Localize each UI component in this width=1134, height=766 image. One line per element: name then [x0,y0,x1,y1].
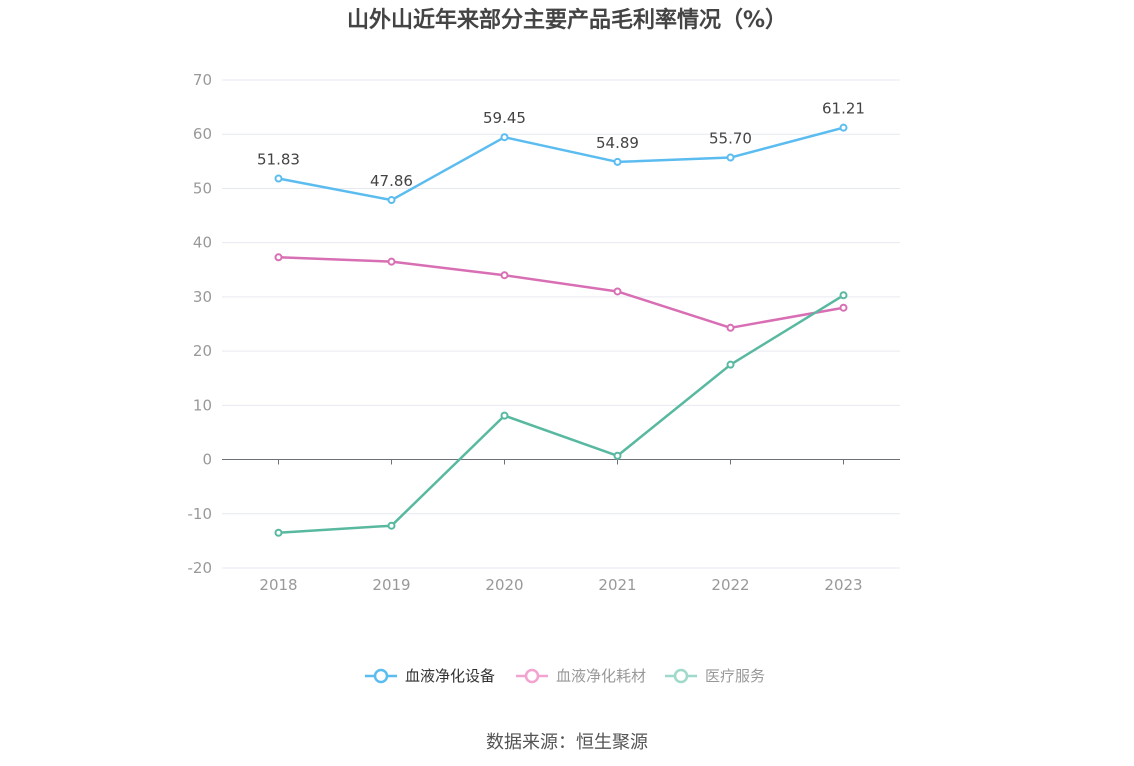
y-tick-label: -20 [188,559,213,577]
legend-label: 血液净化耗材 [556,667,646,685]
data-point[interactable] [726,360,735,369]
series-line-2 [278,256,844,330]
data-point[interactable] [500,133,509,142]
axes: -20 -10 0 10 20 30 40 50 60 70 2018 2019 2020 2021 202… [188,71,900,594]
data-point[interactable] [613,287,622,296]
data-point[interactable] [726,153,735,162]
x-tick-label: 2022 [711,576,749,594]
data-label: 55.70 [709,130,752,148]
y-tick-label: 50 [193,179,212,197]
legend-item-3[interactable]: 医疗服务 [665,667,765,685]
y-tick-label: 10 [193,396,212,414]
data-labels: 51.83 47.86 59.45 54.89 55.70 61.21 [257,100,865,190]
legend-label: 血液净化设备 [405,667,495,685]
data-point[interactable] [500,411,509,420]
series-line-3 [278,294,845,535]
data-label: 51.83 [257,151,300,169]
x-tick-label: 2018 [259,576,297,594]
legend-marker-icon [524,668,540,684]
chart-title: 山外山近年来部分主要产品毛利率情况（%） [346,8,788,33]
grid-lines [222,79,900,569]
x-tick-label: 2019 [372,576,410,594]
legend-label: 医疗服务 [705,667,765,685]
y-tick-label: 40 [193,234,212,252]
data-point[interactable] [274,253,283,262]
data-label: 61.21 [822,100,865,118]
data-point[interactable] [726,323,735,332]
data-point[interactable] [274,528,283,537]
x-tick-label: 2020 [485,576,523,594]
data-point[interactable] [387,521,396,530]
data-label: 47.86 [370,172,413,190]
x-tick-label: 2023 [824,576,862,594]
data-label: 54.89 [596,134,639,152]
data-point[interactable] [387,196,396,205]
data-point[interactable] [387,257,396,266]
y-tick-label: 20 [193,342,212,360]
data-point[interactable] [839,303,848,312]
data-point[interactable] [839,123,848,132]
legend[interactable]: 血液净化设备 血液净化耗材 医疗服务 [365,667,765,685]
y-tick-label: 70 [193,71,212,89]
data-point[interactable] [500,271,509,280]
data-point[interactable] [613,451,622,460]
legend-marker-icon [673,668,689,684]
series-layer [274,123,848,537]
x-tick-label: 2021 [598,576,636,594]
y-tick-label: 30 [193,288,212,306]
series-line-1 [278,126,844,202]
y-tick-label: 60 [193,125,212,143]
legend-item-2[interactable]: 血液净化耗材 [516,667,646,685]
data-point[interactable] [839,291,848,300]
legend-item-1[interactable]: 血液净化设备 [365,667,495,685]
y-tick-label: 0 [202,451,212,469]
source-note: 数据来源：恒生聚源 [486,732,648,753]
legend-marker-icon [373,668,389,684]
data-point[interactable] [613,157,622,166]
data-label: 59.45 [483,109,526,127]
y-tick-label: -10 [188,505,213,523]
data-point[interactable] [274,174,283,183]
